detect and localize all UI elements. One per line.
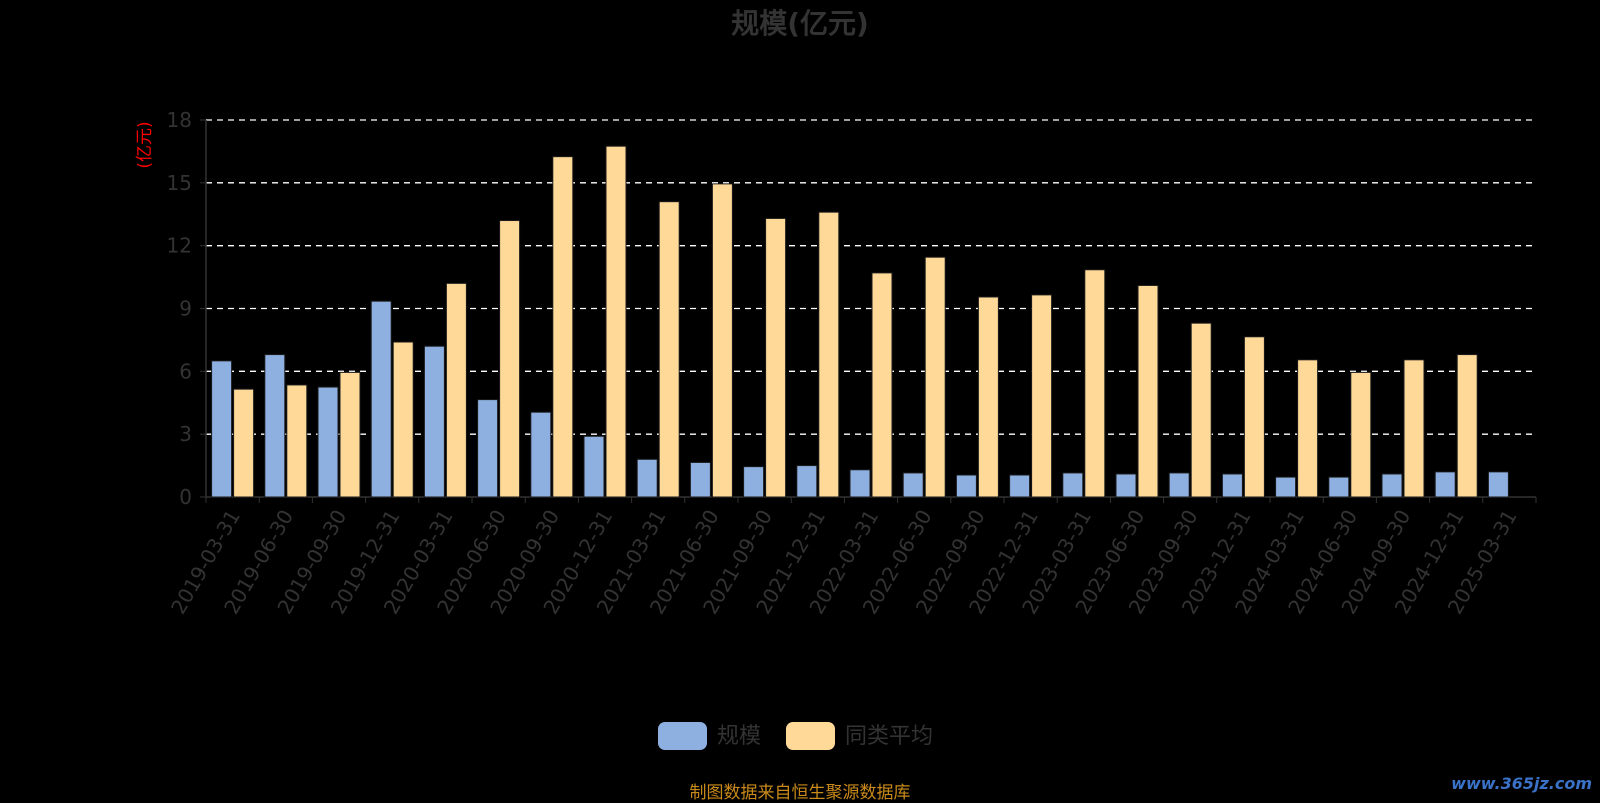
legend[interactable]: 规模 同类平均 bbox=[658, 722, 933, 750]
bar-peer-average[interactable] bbox=[339, 371, 361, 498]
bar-scale[interactable] bbox=[1221, 473, 1243, 498]
bar-peer-average[interactable] bbox=[1084, 269, 1106, 498]
bar-scale[interactable] bbox=[1062, 472, 1084, 498]
y-axis-label: (亿元) bbox=[135, 121, 155, 168]
x-tick-labels: 2019-03-312019-06-302019-09-302019-12-31… bbox=[166, 506, 1522, 619]
bar-scale[interactable] bbox=[264, 354, 286, 498]
y-tick-label: 3 bbox=[179, 422, 192, 446]
bar-peer-average[interactable] bbox=[499, 220, 521, 498]
y-tick-label: 18 bbox=[167, 108, 192, 132]
bar-scale[interactable] bbox=[1275, 476, 1297, 498]
bar-peer-average[interactable] bbox=[445, 282, 467, 498]
bar-peer-average[interactable] bbox=[765, 217, 787, 498]
bar-scale[interactable] bbox=[1168, 472, 1190, 498]
y-tick-labels: 0 3 6 9 12 15 18 bbox=[167, 108, 192, 509]
bar-scale[interactable] bbox=[955, 474, 977, 498]
bar-peer-average[interactable] bbox=[552, 156, 574, 498]
bar-scale[interactable] bbox=[689, 461, 711, 498]
y-tick-label: 9 bbox=[179, 297, 192, 321]
bar-scale[interactable] bbox=[211, 360, 233, 498]
watermark: www.365jz.com bbox=[1451, 774, 1592, 793]
bar-scale[interactable] bbox=[796, 465, 818, 498]
bar-peer-average[interactable] bbox=[1031, 294, 1053, 498]
bar-peer-average[interactable] bbox=[658, 201, 680, 498]
bar-scale[interactable] bbox=[317, 386, 339, 498]
bar-peer-average[interactable] bbox=[286, 384, 308, 498]
bar-peer-average[interactable] bbox=[1350, 371, 1372, 498]
y-tick-label: 6 bbox=[179, 359, 192, 383]
legend-label[interactable]: 规模 bbox=[717, 724, 761, 749]
bar-scale[interactable] bbox=[530, 411, 552, 498]
bar-peer-average[interactable] bbox=[1456, 354, 1478, 498]
bar-peer-average[interactable] bbox=[977, 296, 999, 498]
bar-scale[interactable] bbox=[636, 458, 658, 498]
bar-peer-average[interactable] bbox=[1243, 336, 1265, 498]
legend-label[interactable]: 同类平均 bbox=[845, 724, 933, 749]
bar-peer-average[interactable] bbox=[818, 211, 840, 498]
bar-scale[interactable] bbox=[743, 466, 765, 498]
bar-peer-average[interactable] bbox=[233, 388, 255, 498]
bar-peer-average[interactable] bbox=[605, 145, 627, 498]
bar-scale[interactable] bbox=[1381, 473, 1403, 498]
bar-scale[interactable] bbox=[423, 345, 445, 498]
bar-peer-average[interactable] bbox=[1297, 359, 1319, 498]
bar-scale[interactable] bbox=[849, 469, 871, 498]
bar-scale[interactable] bbox=[902, 472, 924, 498]
bar-scale[interactable] bbox=[477, 399, 499, 498]
y-tick-label: 12 bbox=[167, 234, 192, 258]
bar-peer-average[interactable] bbox=[1137, 284, 1159, 498]
bar-scale[interactable] bbox=[1328, 476, 1350, 498]
bars bbox=[211, 145, 1509, 498]
bar-peer-average[interactable] bbox=[1190, 322, 1212, 498]
source-footer: 制图数据来自恒生聚源数据库 bbox=[689, 783, 911, 803]
bar-scale[interactable] bbox=[1434, 471, 1456, 498]
bar-peer-average[interactable] bbox=[1403, 359, 1425, 498]
bar-peer-average[interactable] bbox=[871, 272, 893, 498]
y-tick-label: 0 bbox=[179, 485, 192, 509]
y-tick-label: 15 bbox=[167, 171, 192, 195]
bar-scale[interactable] bbox=[1115, 473, 1137, 498]
bar-scale[interactable] bbox=[583, 435, 605, 498]
legend-swatch[interactable] bbox=[658, 722, 707, 750]
chart-title: 规模(亿元) bbox=[731, 7, 869, 40]
bar-peer-average[interactable] bbox=[924, 256, 946, 498]
legend-swatch[interactable] bbox=[786, 722, 835, 750]
bar-scale[interactable] bbox=[370, 300, 392, 498]
bar-scale[interactable] bbox=[1487, 471, 1509, 498]
bar-scale[interactable] bbox=[1009, 474, 1031, 498]
bar-peer-average[interactable] bbox=[392, 341, 414, 498]
bar-peer-average[interactable] bbox=[711, 183, 733, 498]
